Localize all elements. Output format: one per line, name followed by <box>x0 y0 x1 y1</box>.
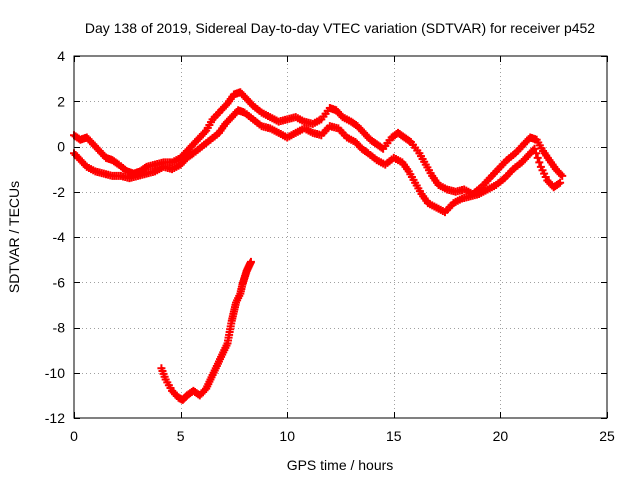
y-axis-label: SDTVAR / TECUs <box>6 181 22 293</box>
data-point <box>558 171 567 180</box>
data-point <box>405 136 414 145</box>
x-tick-label-0: 0 <box>70 428 78 444</box>
data-point <box>530 144 539 153</box>
x-tick-label-4: 20 <box>493 428 509 444</box>
y-tick-label-6: 0 <box>57 139 65 155</box>
data-point <box>535 158 544 167</box>
series-track-lower <box>70 106 565 217</box>
series-track-excursion <box>157 257 255 404</box>
x-tick-label-5: 25 <box>599 428 615 444</box>
x-tick-label-3: 15 <box>386 428 402 444</box>
y-tick-label-2: -8 <box>53 320 66 336</box>
y-tick-label-4: -4 <box>53 229 66 245</box>
x-tick-label-1: 5 <box>177 428 185 444</box>
y-tick-label-1: -10 <box>45 365 65 381</box>
data-point <box>554 179 563 188</box>
data-point <box>246 257 255 266</box>
axis-ticks <box>74 56 608 419</box>
data-point <box>533 153 542 162</box>
y-tick-label-7: 2 <box>57 93 65 109</box>
chart-title: Day 138 of 2019, Sidereal Day-to-day VTE… <box>85 20 595 36</box>
y-tick-label-0: -12 <box>45 410 65 426</box>
y-tick-label-5: -2 <box>53 184 66 200</box>
y-tick-label-3: -6 <box>53 274 66 290</box>
x-tick-label-2: 10 <box>279 428 295 444</box>
data-point <box>556 178 565 187</box>
data-points <box>70 88 567 404</box>
x-axis-label: GPS time / hours <box>287 457 394 473</box>
y-tick-label-8: 4 <box>57 48 65 64</box>
data-point <box>532 149 541 158</box>
tick-labels: 0 5 10 15 20 25 -12 -10 -8 -6 -4 -2 0 2 4 <box>45 48 615 444</box>
